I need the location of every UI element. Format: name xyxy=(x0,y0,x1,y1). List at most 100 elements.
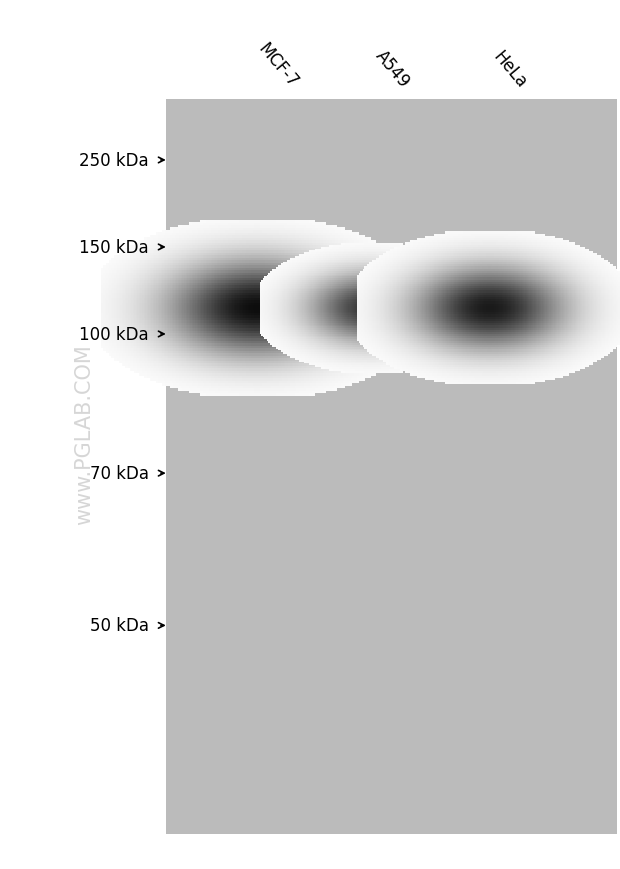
Bar xyxy=(289,323,290,325)
Bar xyxy=(370,290,371,292)
Bar xyxy=(415,317,417,320)
Bar xyxy=(350,360,351,362)
Bar xyxy=(200,301,202,303)
Bar xyxy=(349,233,351,235)
Bar xyxy=(260,322,261,323)
Bar xyxy=(441,235,442,236)
Bar xyxy=(357,286,358,289)
Bar xyxy=(455,266,456,268)
Bar xyxy=(416,349,417,351)
Bar xyxy=(153,286,154,289)
Bar xyxy=(393,316,394,319)
Bar xyxy=(396,278,397,280)
Bar xyxy=(462,287,463,289)
Bar xyxy=(318,334,320,336)
Bar xyxy=(319,343,321,346)
Bar xyxy=(130,316,131,319)
Bar xyxy=(337,379,339,381)
Bar xyxy=(315,349,316,351)
Bar xyxy=(307,368,309,371)
Bar xyxy=(267,384,268,387)
Bar xyxy=(144,294,145,296)
Bar xyxy=(386,326,388,328)
Bar xyxy=(224,278,226,281)
Bar xyxy=(329,342,330,343)
Bar xyxy=(117,278,118,281)
Bar xyxy=(588,258,589,261)
Bar xyxy=(399,252,400,254)
Bar xyxy=(343,356,345,359)
Bar xyxy=(271,290,272,292)
Bar xyxy=(330,354,332,356)
Bar xyxy=(544,317,546,320)
Bar xyxy=(434,275,435,278)
Bar xyxy=(162,384,164,387)
Bar xyxy=(314,303,315,305)
Bar xyxy=(324,356,326,359)
Bar xyxy=(415,355,416,356)
Bar xyxy=(504,335,506,337)
Bar xyxy=(316,316,318,319)
Bar xyxy=(399,262,400,265)
Bar xyxy=(427,312,428,314)
Bar xyxy=(455,289,456,290)
Bar xyxy=(432,281,433,282)
Bar xyxy=(548,256,549,258)
Bar xyxy=(348,346,349,348)
Bar xyxy=(318,298,320,301)
Bar xyxy=(490,323,491,326)
Bar xyxy=(385,306,386,308)
Bar xyxy=(443,318,444,320)
Bar xyxy=(326,249,327,251)
Bar xyxy=(382,351,384,354)
Bar xyxy=(308,297,309,299)
Bar xyxy=(437,338,438,340)
Bar xyxy=(527,306,528,308)
Bar xyxy=(226,363,228,366)
Bar xyxy=(381,274,383,275)
Bar xyxy=(321,274,322,275)
Bar xyxy=(198,326,200,328)
Bar xyxy=(115,274,117,276)
Bar xyxy=(321,371,323,374)
Bar xyxy=(492,291,494,294)
Bar xyxy=(415,326,417,328)
Bar xyxy=(172,314,173,316)
Bar xyxy=(478,284,479,287)
Bar xyxy=(359,275,360,278)
Bar xyxy=(275,235,276,238)
Bar xyxy=(396,278,397,281)
Bar xyxy=(467,274,469,275)
Bar xyxy=(281,314,282,316)
Bar xyxy=(285,303,286,305)
Bar xyxy=(287,374,288,376)
Bar xyxy=(425,355,426,356)
Bar xyxy=(379,366,381,368)
Bar xyxy=(286,351,288,353)
Bar xyxy=(175,374,176,376)
Bar xyxy=(140,283,142,286)
Bar xyxy=(371,315,372,317)
Bar xyxy=(265,363,267,366)
Bar xyxy=(288,305,289,307)
Bar xyxy=(321,241,323,243)
Bar xyxy=(383,256,384,259)
Bar xyxy=(142,326,144,328)
Bar xyxy=(246,334,248,336)
Bar xyxy=(519,306,520,308)
Bar xyxy=(205,381,206,384)
Bar xyxy=(585,348,587,350)
Bar xyxy=(413,306,414,308)
Bar xyxy=(435,338,436,340)
Bar xyxy=(423,349,425,351)
Bar xyxy=(334,294,335,295)
Bar xyxy=(443,255,444,257)
Bar xyxy=(259,379,260,381)
Bar xyxy=(415,345,416,348)
Bar xyxy=(351,251,352,253)
Bar xyxy=(469,369,470,372)
Bar xyxy=(401,354,402,356)
Bar xyxy=(307,292,308,294)
Bar xyxy=(456,314,458,316)
Bar xyxy=(513,291,515,294)
